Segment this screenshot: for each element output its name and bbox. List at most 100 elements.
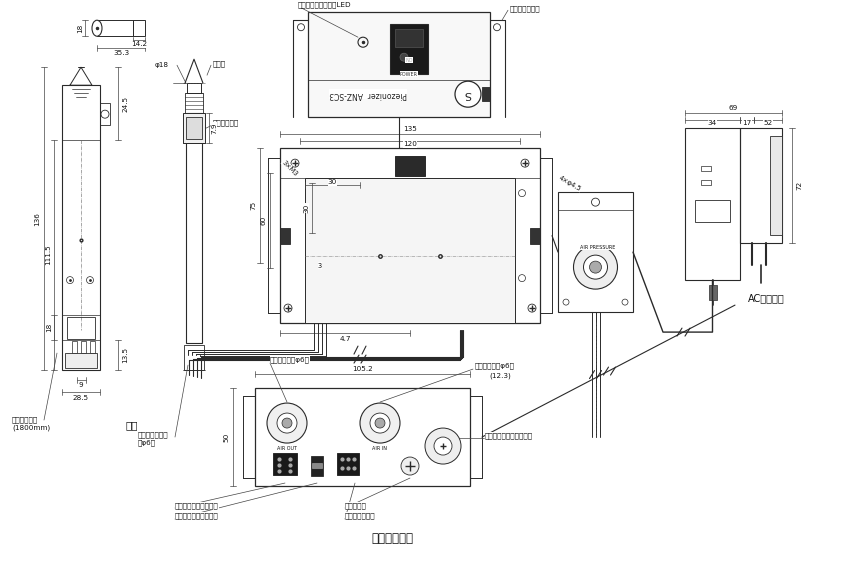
Bar [280,148,540,323]
Bar [708,285,716,300]
Bar [530,228,540,244]
Text: エアー出力（φ6）: エアー出力（φ6） [270,357,310,364]
Text: 18: 18 [46,323,52,332]
Bar [312,463,322,468]
Text: (1800mm): (1800mm) [12,425,50,431]
Text: 120: 120 [403,141,417,147]
Text: 電源用コネクタ: 電源用コネクタ [345,513,375,519]
Circle shape [267,403,307,443]
Circle shape [360,403,400,443]
Text: 14.2: 14.2 [131,41,147,47]
Text: NO: NO [405,58,413,62]
Bar [185,93,203,113]
Bar [482,87,490,101]
Text: 135: 135 [403,126,417,132]
Bar [685,128,740,280]
Bar [558,192,633,312]
Bar [90,341,95,353]
Bar [133,20,145,36]
Text: AIR IN: AIR IN [373,445,388,450]
Bar [701,180,711,185]
Text: 3: 3 [318,262,322,269]
Text: （φ6）: （φ6） [138,440,156,446]
Text: φ18: φ18 [155,62,169,68]
Bar [311,456,323,476]
Bar [390,24,428,74]
Circle shape [434,437,452,455]
Polygon shape [185,59,203,83]
Circle shape [425,428,461,464]
Text: 24.5: 24.5 [122,95,128,112]
Text: 9: 9 [79,382,83,388]
Bar [280,228,290,244]
Text: 操作スイッチ: 操作スイッチ [213,120,240,127]
Text: 電極正常・異常表示LED: 電極正常・異常表示LED [298,1,352,7]
Text: 111.5: 111.5 [45,245,51,265]
Bar [695,200,730,222]
Text: 105.2: 105.2 [352,366,373,372]
Text: 34: 34 [708,120,717,126]
Circle shape [282,418,292,428]
Text: ノズル: ノズル [213,60,226,66]
Bar [183,113,205,143]
Circle shape [277,413,297,433]
Text: 接光式スイッチ: 接光式スイッチ [510,5,541,11]
Bar [305,178,515,323]
Text: 7.9: 7.9 [211,123,217,134]
Text: 69: 69 [729,105,738,111]
Bar [67,317,95,339]
Text: 72: 72 [796,181,802,190]
Circle shape [590,261,601,273]
Text: AIR PRESSURE: AIR PRESSURE [580,245,615,249]
Text: 30: 30 [303,203,309,213]
Text: 136: 136 [34,212,40,225]
Text: 13.5: 13.5 [122,347,128,363]
Text: 28.5: 28.5 [73,395,89,401]
Circle shape [584,255,607,279]
Circle shape [375,418,385,428]
Text: 75: 75 [250,201,256,210]
Bar [395,29,423,47]
Text: エアー圧力調整用バルブ: エアー圧力調整用バルブ [485,433,533,440]
Text: 4.7: 4.7 [339,336,350,342]
Bar [770,136,782,235]
Text: AIR OUT: AIR OUT [277,445,297,450]
Bar [184,345,204,370]
Text: 4×φ4.5: 4×φ4.5 [558,174,582,192]
Text: コントローラ: コントローラ [371,532,413,545]
Text: 接続ケーブル: 接続ケーブル [12,417,38,423]
Text: POWER: POWER [400,72,418,77]
Bar [186,113,202,343]
Bar [72,341,77,353]
Bar [308,12,490,117]
Bar [740,128,782,243]
Text: 52: 52 [764,120,772,126]
Text: Piezonizer  ANZ-SC3: Piezonizer ANZ-SC3 [329,90,407,99]
Text: ACアダプタ: ACアダプタ [747,293,785,303]
Text: 30: 30 [328,179,337,185]
Circle shape [400,53,408,61]
Bar [395,156,425,176]
Bar [273,453,297,475]
Text: 35.3: 35.3 [113,50,129,56]
Text: (12.3): (12.3) [489,373,511,379]
Bar [186,117,202,139]
Circle shape [573,245,618,289]
Circle shape [455,81,481,107]
Ellipse shape [92,20,102,36]
Bar [337,453,359,475]
Text: エアー入力（φ6）: エアー入力（φ6） [475,363,515,369]
Text: イオナイザ用コネクタ: イオナイザ用コネクタ [175,503,219,509]
Circle shape [370,413,390,433]
Bar [701,166,711,171]
Text: S: S [465,89,471,99]
Bar [187,83,201,93]
Text: 60: 60 [261,216,267,225]
Text: 震又切り替えスイッチ: 震又切り替えスイッチ [175,513,219,519]
Bar [255,388,470,486]
Bar [65,353,97,368]
Circle shape [401,457,419,475]
Text: 本体: 本体 [125,420,138,430]
Text: エアーチューブ: エアーチューブ [138,432,169,438]
Text: 17: 17 [742,120,752,126]
